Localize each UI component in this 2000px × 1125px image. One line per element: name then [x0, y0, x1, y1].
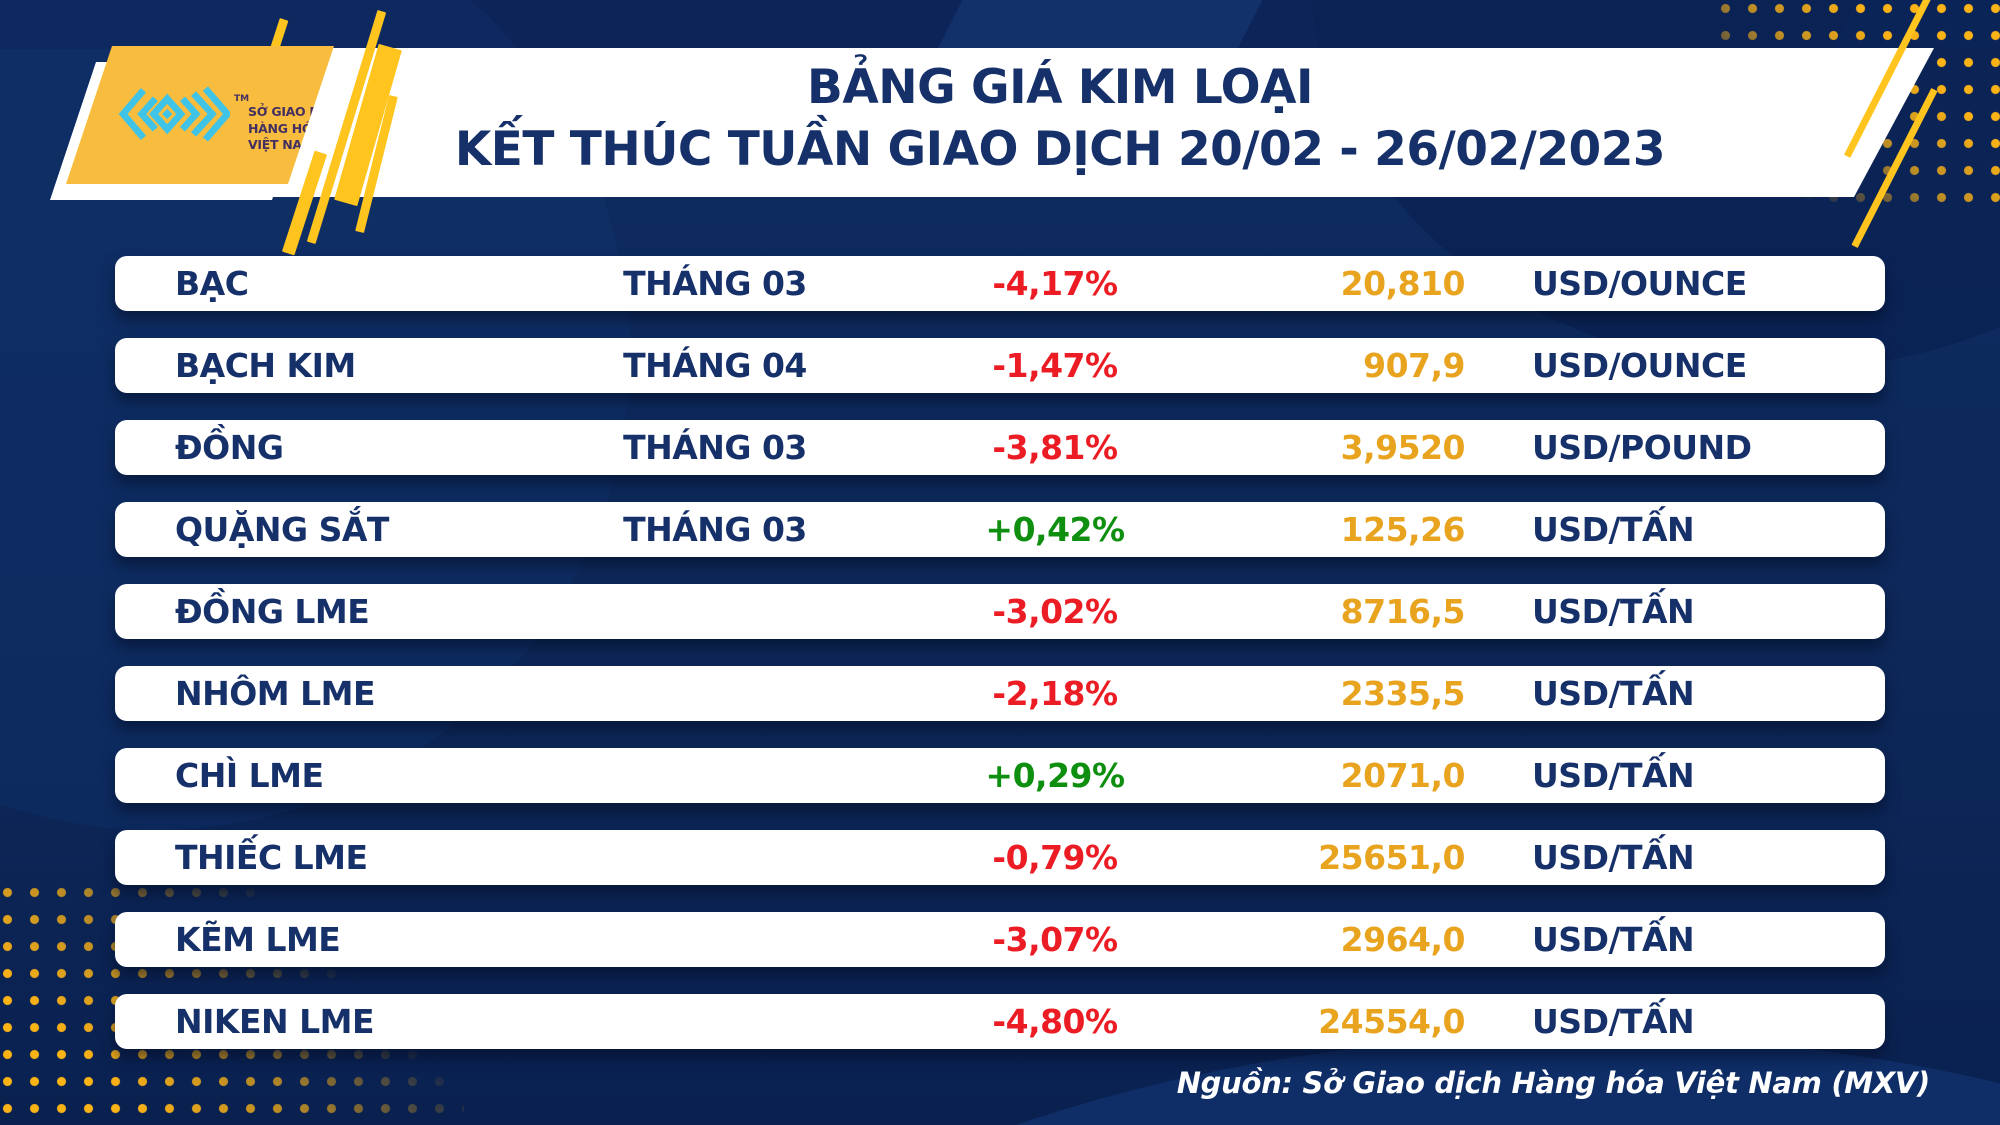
table-row: BẠCH KIM THÁNG 04 -1,47% 907,9 USD/OUNCE — [115, 338, 1885, 393]
logo-org-line: VIỆT NAM — [248, 137, 314, 152]
price-table: BẠC THÁNG 03 -4,17% 20,810 USD/OUNCE BẠC… — [115, 256, 1885, 1076]
price-unit: USD/TẤN — [1532, 838, 1695, 877]
price-unit: USD/OUNCE — [1532, 346, 1747, 385]
trademark-symbol: TM — [234, 94, 250, 104]
top-band-highlight — [937, 0, 1263, 49]
weekly-change: -0,79% — [992, 838, 1118, 877]
price-unit: USD/TẤN — [1532, 1002, 1695, 1041]
title-banner — [148, 48, 1934, 197]
mxv-logo: TM SỞ GIAO DỊCH HÀNG HÓA VIỆT NAM — [66, 46, 334, 184]
commodity-name: QUẶNG SẮT — [175, 510, 389, 549]
commodity-name: CHÌ LME — [175, 756, 324, 795]
table-row: BẠC THÁNG 03 -4,17% 20,810 USD/OUNCE — [115, 256, 1885, 311]
price-value: 24554,0 — [1318, 1002, 1465, 1041]
price-value: 20,810 — [1340, 264, 1466, 303]
contract-month: THÁNG 04 — [623, 346, 807, 385]
table-row: ĐỒNG LME -3,02% 8716,5 USD/TẤN — [115, 584, 1885, 639]
title-line-1: BẢNG GIÁ KIM LOẠI — [807, 60, 1313, 115]
weekly-change: -4,17% — [992, 264, 1118, 303]
weekly-change: +0,29% — [985, 756, 1125, 795]
title-line-2: KẾT THÚC TUẦN GIAO DỊCH 20/02 - 26/02/20… — [454, 122, 1666, 178]
price-value: 907,9 — [1363, 346, 1465, 385]
price-value: 2071,0 — [1340, 756, 1466, 795]
weekly-change: -4,80% — [992, 1002, 1118, 1041]
commodity-name: BẠC — [175, 264, 249, 303]
price-unit: USD/OUNCE — [1532, 264, 1747, 303]
commodity-name: KẼM LME — [175, 920, 341, 959]
contract-month: THÁNG 03 — [623, 264, 807, 303]
source-note: Nguồn: Sở Giao dịch Hàng hóa Việt Nam (M… — [1176, 1066, 1931, 1100]
price-unit: USD/TẤN — [1532, 920, 1695, 959]
table-row: THIẾC LME -0,79% 25651,0 USD/TẤN — [115, 830, 1885, 885]
price-value: 25651,0 — [1318, 838, 1465, 877]
price-unit: USD/TẤN — [1532, 756, 1695, 795]
weekly-change: -1,47% — [992, 346, 1118, 385]
weekly-change: -3,02% — [992, 592, 1118, 631]
table-row: NHÔM LME -2,18% 2335,5 USD/TẤN — [115, 666, 1885, 721]
price-unit: USD/TẤN — [1532, 510, 1695, 549]
logo-org-line: HÀNG HÓA — [248, 120, 322, 136]
table-row: KẼM LME -3,07% 2964,0 USD/TẤN — [115, 912, 1885, 967]
price-unit: USD/TẤN — [1532, 592, 1695, 631]
table-row: QUẶNG SẮT THÁNG 03 +0,42% 125,26 USD/TẤN — [115, 502, 1885, 557]
weekly-change: -3,81% — [992, 428, 1118, 467]
commodity-name: THIẾC LME — [175, 838, 368, 877]
price-unit: USD/POUND — [1532, 428, 1752, 467]
mxv-logo-mark — [118, 86, 230, 142]
commodity-name: ĐỒNG — [175, 428, 284, 467]
price-value: 125,26 — [1340, 510, 1466, 549]
weekly-change: -2,18% — [992, 674, 1118, 713]
logo-org-name: SỞ GIAO DỊCH HÀNG HÓA VIỆT NAM — [248, 104, 334, 154]
price-value: 2964,0 — [1340, 920, 1466, 959]
price-unit: USD/TẤN — [1532, 674, 1695, 713]
weekly-change: -3,07% — [992, 920, 1118, 959]
table-row: NIKEN LME -4,80% 24554,0 USD/TẤN — [115, 994, 1885, 1049]
page-title: BẢNG GIÁ KIM LOẠI KẾT THÚC TUẦN GIAO DỊC… — [420, 57, 1700, 181]
commodity-name: NIKEN LME — [175, 1002, 375, 1041]
price-value: 2335,5 — [1340, 674, 1466, 713]
price-value: 8716,5 — [1340, 592, 1466, 631]
price-value: 3,9520 — [1340, 428, 1466, 467]
weekly-change: +0,42% — [985, 510, 1125, 549]
commodity-name: ĐỒNG LME — [175, 592, 370, 631]
commodity-name: NHÔM LME — [175, 674, 376, 713]
contract-month: THÁNG 03 — [623, 510, 807, 549]
table-row: ĐỒNG THÁNG 03 -3,81% 3,9520 USD/POUND — [115, 420, 1885, 475]
table-row: CHÌ LME +0,29% 2071,0 USD/TẤN — [115, 748, 1885, 803]
commodity-name: BẠCH KIM — [175, 346, 356, 385]
logo-diamond — [162, 108, 173, 120]
contract-month: THÁNG 03 — [623, 428, 807, 467]
